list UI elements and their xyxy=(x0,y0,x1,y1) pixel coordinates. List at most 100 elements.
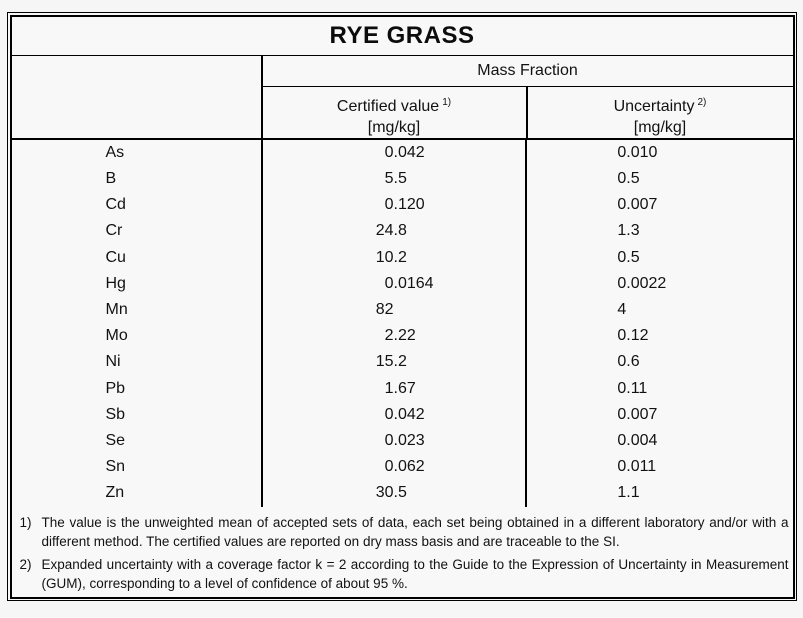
element-symbol: Cd xyxy=(105,196,126,214)
certified-footnote-ref: 1) xyxy=(442,96,452,108)
uncertainty-value: 0.12 xyxy=(617,327,649,345)
uncertainty-value: 0.007 xyxy=(617,405,658,423)
uncertainty-value-cell: 0.6 xyxy=(527,349,793,375)
certified-value: 0.042 xyxy=(384,405,425,423)
element-cell: Cd xyxy=(12,192,263,219)
certified-unit-label: [mg/kg] xyxy=(367,118,421,136)
certified-value: 24.8 xyxy=(375,222,407,240)
uncertainty-value-cell: 1.3 xyxy=(527,218,793,244)
uncertainty-value: 0.0022 xyxy=(617,274,667,292)
uncertainty-value: 0.6 xyxy=(617,353,640,371)
element-symbol: Sb xyxy=(105,405,126,423)
certified-value: 0.120 xyxy=(384,196,425,214)
uncertainty-value: 1.1 xyxy=(617,484,640,502)
uncertainty-value: 0.010 xyxy=(617,143,658,161)
element-symbol: Mn xyxy=(105,300,128,318)
certified-value: 0.023 xyxy=(384,431,425,449)
certified-value: 30.5 xyxy=(375,484,407,502)
uncertainty-value-cell: 0.011 xyxy=(527,454,793,480)
certified-value: 5.5 xyxy=(384,169,407,187)
certified-column-header: Certified value 1) [mg/kg] xyxy=(263,86,528,138)
certificate-table-frame: RYE GRASS Mass Fraction Certified value 1… xyxy=(7,12,797,601)
uncertainty-value: 1.3 xyxy=(617,222,640,240)
uncertainty-value: 0.004 xyxy=(617,431,658,449)
element-cell: Zn xyxy=(12,480,263,507)
uncertainty-value-cell: 0.0022 xyxy=(527,271,793,297)
certified-value-cell: 5.5 xyxy=(263,165,527,193)
element-symbol: Zn xyxy=(105,484,125,502)
uncertainty-value-cell: 1.1 xyxy=(527,480,793,506)
element-cell: Mo xyxy=(12,323,263,350)
element-cell: Pb xyxy=(12,375,263,402)
element-symbol: Ni xyxy=(105,353,121,371)
mass-fraction-label: Mass Fraction xyxy=(477,61,578,79)
uncertainty-value: 0.011 xyxy=(617,458,657,476)
uncertainty-value: 0.5 xyxy=(617,169,640,187)
uncertainty-value: 4 xyxy=(617,300,627,318)
element-cell: Hg xyxy=(12,270,263,297)
certified-value-cell: 0.042 xyxy=(263,401,527,428)
element-cell: Mn xyxy=(12,296,263,324)
certified-value-cell: 0.042 xyxy=(263,139,527,166)
certified-value: 2.22 xyxy=(384,327,416,345)
table-body: As 0.042 0.010 B 5.5 0.5 Cd 0.120 0.007 xyxy=(12,139,793,507)
certified-value: 10.2 xyxy=(375,248,407,266)
mass-fraction-header-group: Mass Fraction Certified value 1) [mg/kg] … xyxy=(262,56,793,138)
uncertainty-value-cell: 0.007 xyxy=(527,192,793,218)
element-symbol: Mo xyxy=(105,327,128,345)
element-symbol: As xyxy=(105,143,125,161)
certified-value-cell: 0.120 xyxy=(263,192,527,219)
footnote-2-number: 2) xyxy=(19,556,32,572)
element-symbol: Hg xyxy=(105,274,126,292)
element-cell: As xyxy=(12,139,263,166)
element-cell: Cr xyxy=(12,218,263,245)
element-cell: Ni xyxy=(12,349,263,376)
element-symbol: B xyxy=(105,169,117,187)
element-cell: Cu xyxy=(12,244,263,271)
certified-value: 0.042 xyxy=(384,143,425,161)
certified-header-line: Certified value 1) xyxy=(263,92,526,117)
element-symbol: Cu xyxy=(105,248,126,266)
page-title: RYE GRASS xyxy=(329,21,475,49)
uncertainty-value-cell: 0.004 xyxy=(527,428,793,454)
uncertainty-value-cell: 0.007 xyxy=(527,402,793,428)
certified-value-cell: 0.062 xyxy=(263,454,527,481)
uncertainty-value: 0.11 xyxy=(617,379,648,397)
uncertainty-value-cell: 4 xyxy=(527,297,793,323)
element-symbol: Cr xyxy=(105,222,123,240)
element-cell: B xyxy=(12,165,263,193)
certified-value: 0.0164 xyxy=(384,274,434,292)
footnote-section: 1) The value is the unweighted mean of a… xyxy=(12,507,793,597)
certified-value: 82 xyxy=(375,300,394,318)
sub-headers: Certified value 1) [mg/kg] Uncertainty 2) … xyxy=(263,86,793,138)
certified-value-cell: 82 xyxy=(263,296,527,324)
uncertainty-footnote-ref: 2) xyxy=(697,96,707,108)
certified-value: 15.2 xyxy=(375,353,407,371)
mass-fraction-group-header: Mass Fraction xyxy=(262,56,793,87)
uncertainty-header-label: Uncertainty xyxy=(613,97,695,115)
element-symbol: Se xyxy=(105,431,126,449)
uncertainty-value-cell: 0.5 xyxy=(527,244,793,270)
uncertainty-value: 0.007 xyxy=(617,196,658,214)
element-cell: Se xyxy=(12,427,263,455)
uncertainty-column-header: Uncertainty 2) [mg/kg] xyxy=(528,87,793,138)
certified-value: 1.67 xyxy=(384,379,416,397)
certified-value-cell: 24.8 xyxy=(263,218,527,245)
element-cell: Sn xyxy=(12,454,263,481)
certified-value-cell: 2.22 xyxy=(263,323,527,350)
certified-value-cell: 15.2 xyxy=(263,349,527,376)
certified-value-cell: 0.0164 xyxy=(263,270,527,297)
certified-header-label: Certified value xyxy=(336,97,440,115)
footnote-2-text: Expanded uncertainty with a coverage fac… xyxy=(41,556,789,591)
footnote-1: 1) The value is the unweighted mean of a… xyxy=(12,513,793,551)
certified-value-cell: 1.67 xyxy=(263,375,527,402)
element-column-header-spacer xyxy=(12,55,263,138)
footnote-2: 2) Expanded uncertainty with a coverage … xyxy=(12,555,793,593)
uncertainty-value-cell: 0.010 xyxy=(527,140,793,166)
uncertainty-unit-label: [mg/kg] xyxy=(633,118,687,136)
element-cell: Sb xyxy=(12,401,263,428)
uncertainty-header-line: Uncertainty 2) xyxy=(528,92,793,117)
certified-value: 0.062 xyxy=(384,458,425,476)
footnote-1-text: The value is the unweighted mean of acce… xyxy=(41,514,789,549)
table-header: Mass Fraction Certified value 1) [mg/kg] … xyxy=(11,55,793,140)
